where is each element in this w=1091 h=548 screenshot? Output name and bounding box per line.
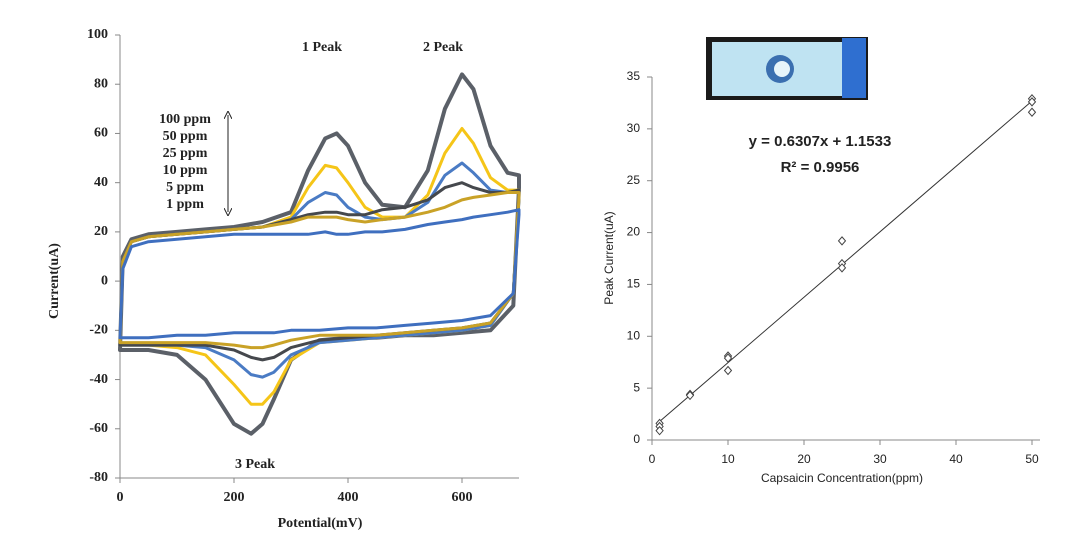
- x-tick-label: 40: [949, 452, 963, 466]
- y-tick-label: 5: [633, 380, 640, 394]
- data-point: [685, 390, 695, 401]
- y-tick-label: 20: [94, 224, 108, 239]
- y-tick-label: -80: [89, 470, 108, 485]
- data-point: [723, 353, 733, 363]
- y-tick-label: 15: [627, 277, 641, 291]
- y-tick-label: 0: [633, 432, 640, 446]
- cv-curve: [118, 208, 521, 340]
- y-tick-label: 60: [94, 126, 108, 141]
- y-tick-label: -20: [89, 323, 108, 338]
- annotation: y = 0.6307x + 1.1533: [749, 133, 892, 150]
- annotation: 3 Peak: [235, 457, 275, 472]
- x-tick-label: 50: [1025, 452, 1039, 466]
- y-tick-label: 20: [627, 225, 641, 239]
- x-tick-label: 30: [873, 452, 887, 466]
- x-axis-label: Capsaicin Concentration(ppm): [761, 471, 923, 485]
- y-tick-label: 25: [627, 173, 641, 187]
- y-tick-label: 0: [101, 273, 108, 288]
- y-axis-label: Peak Current(uA): [602, 211, 616, 304]
- x-tick-label: 20: [797, 452, 811, 466]
- annotation: 2 Peak: [423, 40, 463, 55]
- x-tick-label: 200: [224, 490, 245, 505]
- y-tick-label: 35: [627, 69, 641, 83]
- data-point: [1027, 107, 1037, 118]
- x-axis-label: Potential(mV): [278, 516, 363, 531]
- y-tick-label: 10: [627, 328, 641, 342]
- y-tick-label: 100: [87, 27, 108, 42]
- cv-curve: [118, 191, 521, 350]
- y-tick-label: 30: [627, 121, 641, 135]
- x-tick-label: 600: [452, 490, 473, 505]
- legend-label: 100 ppm: [159, 112, 211, 127]
- data-point: [723, 365, 733, 376]
- data-point: [1027, 97, 1037, 107]
- x-tick-label: 400: [338, 490, 359, 505]
- legend-label: 50 ppm: [163, 129, 208, 144]
- data-point: [837, 236, 847, 246]
- legend-label: 10 ppm: [163, 163, 208, 178]
- data-point: [837, 263, 847, 273]
- cv-curve: [118, 72, 521, 436]
- y-tick-label: -40: [89, 372, 108, 387]
- y-tick-label: 80: [94, 76, 108, 91]
- y-tick-label: -60: [89, 421, 108, 436]
- sensor-photo: [706, 37, 868, 100]
- annotation: R² = 0.9956: [781, 159, 860, 176]
- annotation: 1 Peak: [302, 40, 342, 55]
- legend-label: 5 ppm: [166, 180, 204, 195]
- data-point: [655, 425, 664, 436]
- y-axis-label: Current(uA): [47, 243, 62, 319]
- y-tick-label: 40: [94, 175, 108, 190]
- x-tick-label: 0: [117, 490, 124, 505]
- legend-label: 1 ppm: [166, 197, 204, 212]
- legend-label: 25 ppm: [163, 146, 208, 161]
- x-tick-label: 10: [721, 452, 735, 466]
- trendline: [659, 100, 1033, 422]
- x-tick-label: 0: [649, 452, 656, 466]
